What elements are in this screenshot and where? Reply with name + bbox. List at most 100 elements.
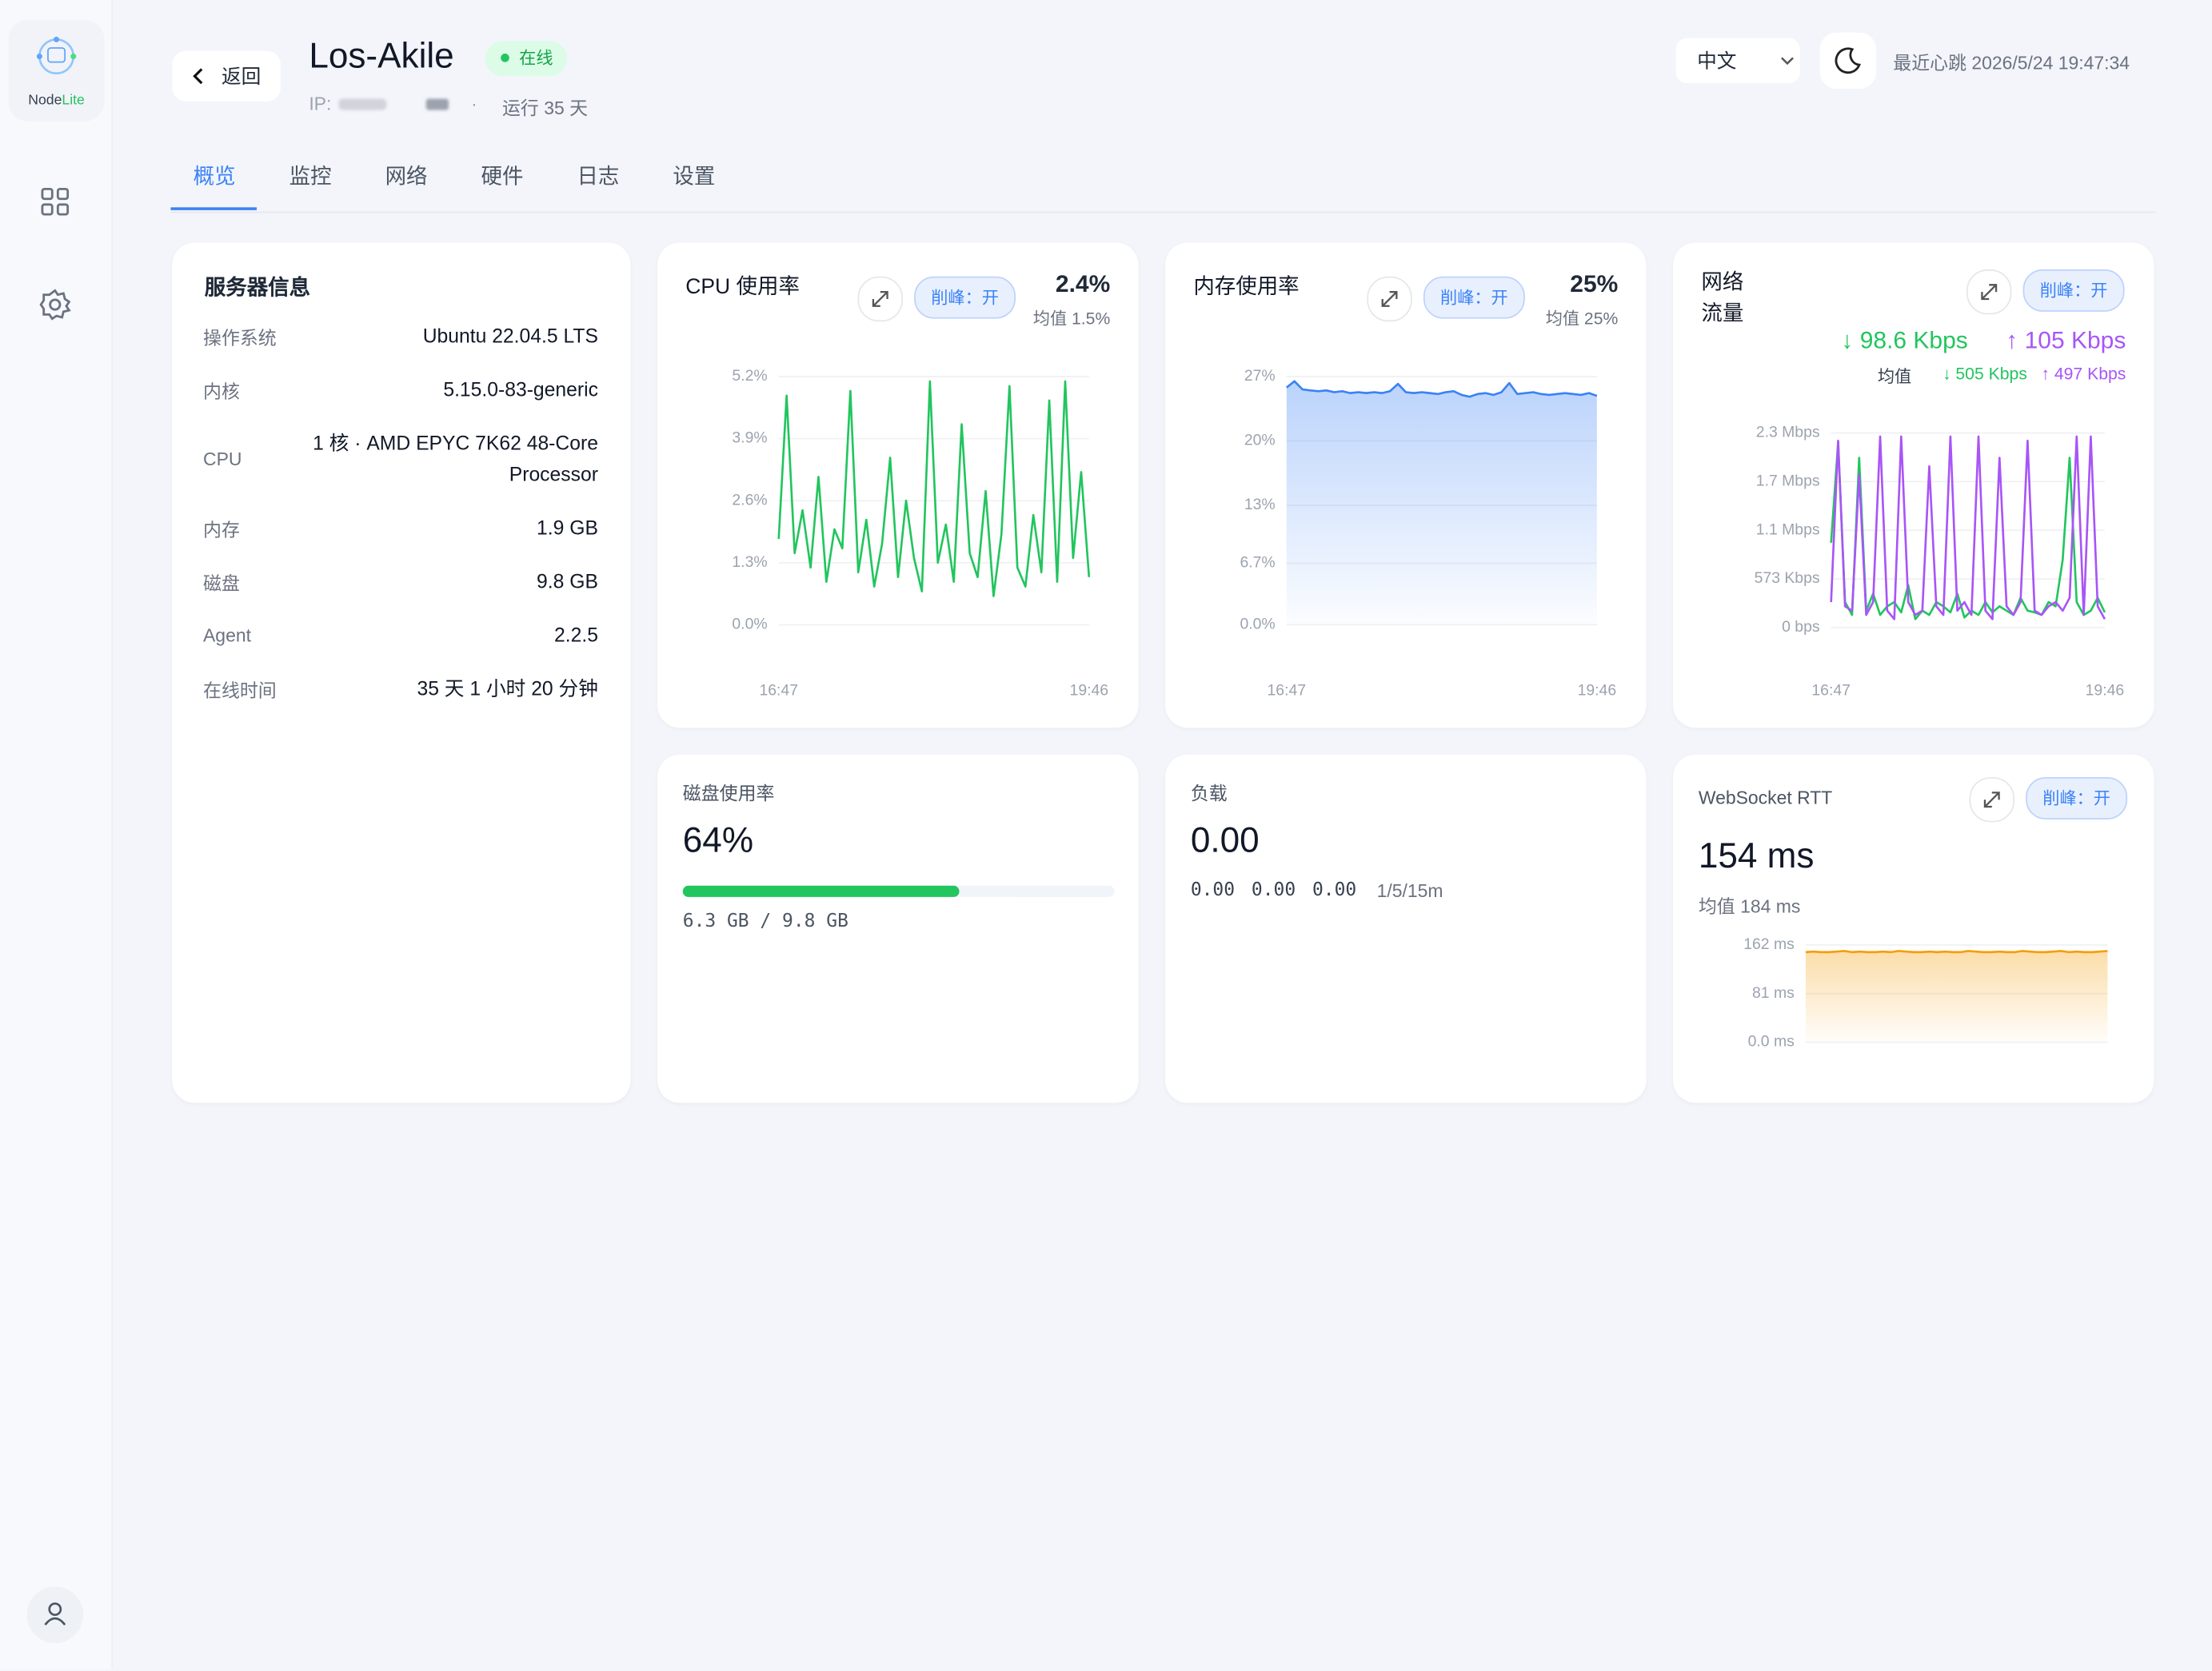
progress-track: [682, 885, 1115, 897]
heartbeat: 最近心跳 2026/5/24 19:47:34: [1893, 52, 2130, 74]
y-tick-label: 20%: [1244, 432, 1276, 449]
expand-button[interactable]: [1966, 269, 2012, 315]
back-icon: [193, 68, 203, 85]
info-row: 磁盘 9.8 GB: [203, 565, 598, 596]
uptime: 运行 35 天: [501, 97, 589, 119]
sidebar: NodeLite: [0, 0, 114, 1670]
x-tick-label: 16:47: [1811, 681, 1851, 699]
current-value: 154 ms: [1698, 836, 1815, 876]
info-row: CPU 1 核 · AMD EPYC 7K62 48-Core Processor: [203, 427, 598, 489]
logo-text: Lite: [62, 93, 85, 109]
separator: ·: [471, 93, 477, 114]
info-key: 磁盘: [203, 572, 240, 593]
y-tick-label: 13%: [1244, 496, 1276, 513]
y-tick-label: 2.6%: [732, 491, 767, 508]
logo-text: Node: [28, 93, 62, 109]
expand-icon: [1983, 792, 2000, 808]
disk-usage: 6.3 GB / 9.8 GB: [682, 911, 848, 933]
peak-toggle[interactable]: 削峰：开: [1423, 276, 1525, 319]
status-text: 在线: [519, 47, 553, 68]
back-button[interactable]: 返回: [172, 50, 281, 102]
current-value: 2.4%: [1055, 270, 1111, 298]
info-row: 在线时间 35 天 1 小时 20 分钟: [203, 672, 598, 704]
tab-divider: [170, 211, 2156, 213]
language-select[interactable]: 中文: [1675, 38, 1800, 84]
y-tick-label: 0.0%: [1240, 616, 1275, 633]
load-periods: 1/5/15m: [1376, 879, 1443, 902]
network-card: 0 bps 573 Kbps 1.1 Mbps 1.7 Mbps 2.3 Mbps 16:…: [1673, 242, 2154, 728]
memory-chart: 0.0% 6.7% 13% 20% 27% 16:47 19:46: [1240, 367, 1617, 699]
info-key: 内存: [203, 518, 240, 540]
card-title: 内存使用率: [1193, 274, 1300, 299]
expand-icon: [872, 291, 888, 307]
download-rate: ↓ 98.6 Kbps: [1841, 327, 1968, 354]
logo[interactable]: NodeLite: [8, 19, 105, 122]
back-label: 返回: [221, 65, 262, 88]
y-tick-label: 81 ms: [1752, 984, 1795, 1002]
info-value: 9.8 GB: [537, 569, 598, 592]
info-row: 内存 1.9 GB: [203, 512, 598, 543]
tab[interactable]: 网络: [385, 165, 428, 189]
info-row: 内核 5.15.0-83-generic: [203, 373, 598, 405]
info-value: Ubuntu 22.04.5 LTS: [422, 324, 598, 347]
info-value: 5.15.0-83-generic: [443, 377, 598, 401]
theme-toggle[interactable]: [1819, 32, 1877, 90]
peak-toggle[interactable]: 削峰：开: [914, 276, 1016, 319]
card-title: 负载: [1190, 783, 1228, 804]
info-key: 在线时间: [203, 679, 277, 700]
tab[interactable]: 日志: [577, 165, 620, 189]
tab-indicator: [170, 207, 258, 210]
expand-icon: [1381, 291, 1398, 307]
peak-toggle[interactable]: 削峰：开: [2022, 269, 2125, 312]
user-button[interactable]: [26, 1586, 84, 1644]
tab[interactable]: 监控: [289, 165, 332, 189]
load-value: 0.00: [1190, 820, 1260, 861]
card-title: WebSocket RTT: [1698, 787, 1833, 808]
moon-icon: [1835, 47, 1861, 74]
tab[interactable]: 设置: [673, 165, 716, 189]
network-chart: 0 bps 573 Kbps 1.1 Mbps 1.7 Mbps 2.3 Mbps 16:…: [1755, 424, 2125, 700]
expand-button[interactable]: [1367, 276, 1412, 322]
expand-button[interactable]: [857, 276, 903, 322]
card-title: CPU 使用率: [685, 274, 800, 299]
info-value: 1.9 GB: [537, 516, 598, 539]
info-value: 35 天 1 小时 20 分钟: [417, 676, 598, 700]
rtt-chart: 0.0 ms 81 ms 162 ms: [1743, 935, 2108, 1051]
progress-bar: [682, 885, 960, 897]
y-tick-label: 2.3 Mbps: [1756, 424, 1820, 441]
y-tick-label: 1.1 Mbps: [1756, 520, 1820, 538]
disk-percent: 64%: [682, 820, 754, 861]
expand-icon: [1981, 284, 1998, 301]
average-value: 均值 1.5%: [1032, 309, 1111, 329]
y-tick-label: 0.0%: [732, 616, 767, 633]
tab[interactable]: 硬件: [481, 165, 524, 189]
rtt-card: 0.0 ms 81 ms 162 ms WebSocket RTT 削峰：开 154…: [1673, 754, 2154, 1103]
server-title: Los-Akile: [309, 36, 454, 77]
average-download: ↓ 505 Kbps: [1942, 364, 2027, 384]
y-tick-label: 5.2%: [732, 367, 767, 385]
x-tick-label: 19:46: [1070, 681, 1109, 699]
tab[interactable]: 概览: [193, 165, 236, 189]
y-tick-label: 162 ms: [1743, 935, 1795, 953]
dashboard-icon[interactable]: [39, 186, 70, 217]
info-value: 2.2.5: [554, 623, 598, 646]
expand-button[interactable]: [1969, 776, 2014, 823]
average-value: 均值 25%: [1545, 309, 1619, 329]
info-key: 操作系统: [203, 326, 277, 348]
settings-icon[interactable]: [38, 288, 72, 321]
logo-icon: [36, 36, 77, 75]
y-tick-label: 0.0 ms: [1748, 1033, 1795, 1051]
info-value: 1 核 · AMD EPYC 7K62 48-Core Processor: [313, 431, 598, 485]
peak-toggle[interactable]: 削峰：开: [2026, 776, 2128, 820]
y-tick-label: 1.3%: [732, 553, 767, 571]
x-tick-label: 19:46: [1578, 681, 1617, 699]
status-badge: 在线: [485, 41, 568, 77]
info-key: 内核: [203, 380, 240, 401]
area-fill: [1805, 951, 2108, 1043]
y-tick-label: 6.7%: [1240, 554, 1275, 572]
load-values: 0.00 0.00 0.00: [1190, 879, 1357, 902]
ip-redacted: [425, 98, 449, 110]
y-tick-label: 0 bps: [1782, 618, 1819, 636]
ip-redacted: [338, 98, 387, 110]
cpu-card: 0.0% 1.3% 2.6% 3.9% 5.2% 16:47 19:46 CPU 使用率 削…: [657, 242, 1139, 728]
